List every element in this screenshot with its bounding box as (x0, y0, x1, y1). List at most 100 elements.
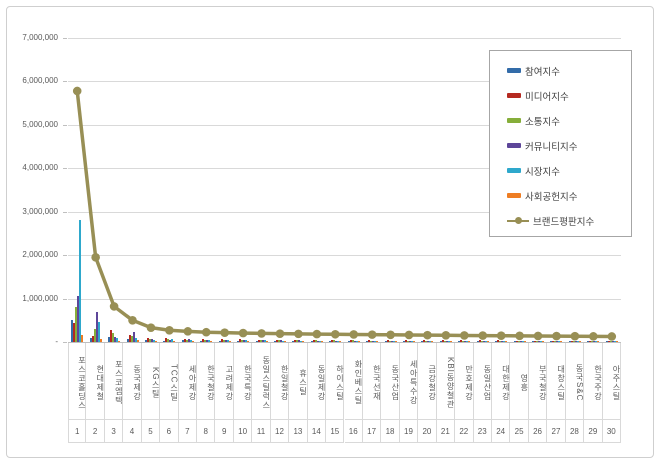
bar-참여지수 (384, 341, 387, 342)
bar-미디어지수 (534, 341, 537, 342)
bar-미디어지수 (349, 340, 352, 342)
x-category-label: 부국철강 (529, 343, 548, 419)
x-category-label: 한일철강 (271, 343, 290, 419)
bar-소통지수 (536, 341, 539, 342)
bar-시장지수 (152, 340, 155, 342)
bar-커뮤니티지수 (187, 339, 190, 342)
bar-cluster (492, 38, 510, 342)
x-rank-label: 13 (289, 419, 308, 443)
x-rank-label: 15 (326, 419, 345, 443)
bar-cluster (418, 38, 436, 342)
bar-커뮤니티지수 (224, 340, 227, 342)
bar-커뮤니티지수 (519, 341, 522, 342)
x-category-label: 아주스틸 (603, 343, 621, 419)
bar-미디어지수 (165, 338, 168, 342)
bar-미디어지수 (368, 340, 371, 342)
bar-커뮤니티지수 (353, 341, 356, 342)
bar-참여지수 (403, 341, 405, 342)
bar-커뮤니티지수 (169, 340, 172, 342)
bar-시장지수 (558, 341, 561, 342)
x-rank-label: 16 (344, 419, 363, 443)
bar-참여지수 (126, 339, 129, 342)
bar-소통지수 (351, 340, 354, 342)
x-rank-label: 3 (104, 419, 124, 443)
bar-미디어지수 (220, 339, 223, 342)
bar-커뮤니티지수 (574, 341, 577, 342)
bar-사회공헌지수 (413, 341, 415, 342)
x-category-label: 영흥 (510, 343, 529, 419)
x-rank-label: 27 (547, 419, 566, 443)
legend-item-시장지수: 시장지수 (490, 158, 631, 183)
bar-시장지수 (189, 340, 192, 342)
bar-참여지수 (218, 341, 221, 342)
legend-swatch-소통지수 (507, 118, 521, 123)
bar-미디어지수 (183, 339, 186, 342)
bar-커뮤니티지수 (427, 341, 430, 342)
bar-시장지수 (521, 341, 524, 342)
bar-참여지수 (255, 341, 258, 342)
bar-커뮤니티지수 (538, 341, 541, 342)
legend-label: 커뮤니티지수 (525, 141, 578, 153)
x-rank-label: 14 (307, 419, 327, 443)
x-category-label: 세아특수강 (400, 343, 419, 419)
x-category-label: 동일제강 (308, 343, 327, 419)
bar-미디어지수 (441, 340, 444, 342)
bar-커뮤니티지수 (372, 341, 375, 342)
bar-사회공헌지수 (505, 341, 508, 342)
bar-참여지수 (347, 341, 350, 342)
bar-시장지수 (79, 220, 82, 342)
bar-cluster (215, 38, 233, 342)
bar-미디어지수 (515, 341, 518, 342)
x-category-label: 화인베스틸 (345, 343, 363, 419)
bar-시장지수 (263, 340, 266, 342)
bar-사회공헌지수 (431, 341, 434, 342)
legend-item-미디어지수: 미디어지수 (490, 83, 631, 108)
bar-cluster (179, 38, 197, 342)
bar-참여지수 (605, 341, 608, 342)
bar-소통지수 (462, 341, 465, 342)
bar-커뮤니티지수 (482, 341, 485, 342)
y-axis-tick-mark (63, 168, 67, 170)
bar-사회공헌지수 (376, 341, 379, 342)
y-axis-tick-label: 6,000,000 (22, 76, 58, 86)
bar-시장지수 (503, 341, 506, 342)
y-axis-tick-mark (63, 298, 67, 300)
bar-사회공헌지수 (118, 341, 121, 342)
bar-소통지수 (314, 340, 317, 342)
bar-사회공헌지수 (247, 341, 250, 342)
bar-사회공헌지수 (394, 341, 397, 342)
bar-미디어지수 (73, 323, 76, 342)
x-category-label: 동일산업 (474, 343, 492, 419)
bar-소통지수 (259, 340, 262, 342)
x-rank-label: 28 (565, 419, 585, 443)
x-rank-label: 11 (252, 419, 271, 443)
bar-소통지수 (333, 340, 336, 342)
x-category-label: 포스코홀딩스 (68, 343, 87, 419)
bar-cluster (160, 38, 178, 342)
bar-소통지수 (609, 341, 612, 342)
x-category-label: TCC스틸 (160, 343, 179, 419)
legend-swatch-참여지수 (507, 68, 521, 73)
bar-시장지수 (484, 341, 487, 342)
bar-사회공헌지수 (81, 335, 84, 342)
bar-커뮤니티지수 (390, 341, 393, 342)
bar-참여지수 (310, 341, 313, 342)
bar-시장지수 (447, 341, 450, 342)
bar-cluster (363, 38, 381, 342)
bar-cluster (455, 38, 473, 342)
bar-소통지수 (554, 341, 557, 342)
bar-커뮤니티지수 (243, 340, 246, 342)
x-category-label: 한국선재 (363, 343, 382, 419)
bar-커뮤니티지수 (261, 340, 264, 342)
x-category-label: 하이스틸 (326, 343, 345, 419)
bar-시장지수 (374, 341, 377, 342)
bar-소통지수 (425, 341, 428, 342)
x-category-label: 금강철강 (418, 343, 437, 419)
bar-참여지수 (366, 341, 369, 342)
x-category-label: 휴스틸 (289, 343, 308, 419)
bar-시장지수 (281, 341, 284, 342)
x-rank-label: 9 (215, 419, 234, 443)
bar-cluster (308, 38, 326, 342)
legend-line-marker (515, 217, 522, 224)
bar-시장지수 (429, 341, 432, 342)
